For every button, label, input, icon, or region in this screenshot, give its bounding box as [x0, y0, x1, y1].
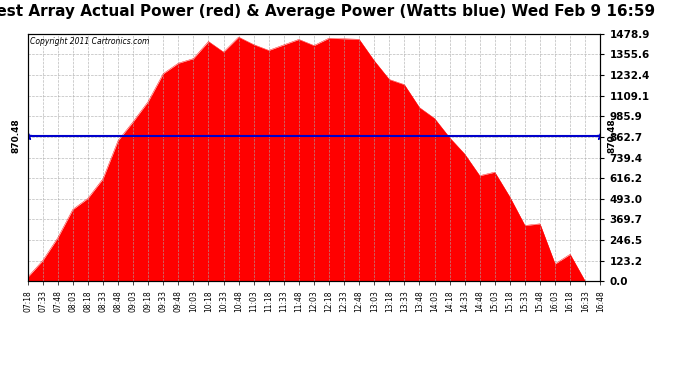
- Text: West Array Actual Power (red) & Average Power (Watts blue) Wed Feb 9 16:59: West Array Actual Power (red) & Average …: [0, 4, 655, 19]
- Text: 870.48: 870.48: [607, 118, 616, 153]
- Text: Copyright 2011 Cartronics.com: Copyright 2011 Cartronics.com: [30, 38, 150, 46]
- Text: 870.48: 870.48: [12, 118, 21, 153]
